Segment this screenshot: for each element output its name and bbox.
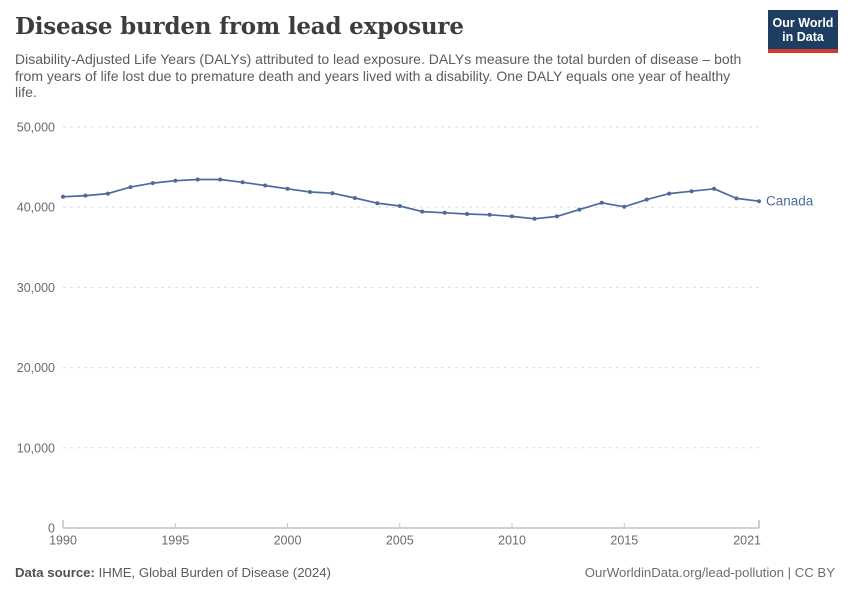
data-source-label: Data source: [15,565,95,580]
series-label-canada: Canada [766,194,814,209]
data-point [352,196,357,200]
chart-footer: Data source: IHME, Global Burden of Dise… [15,565,835,580]
chart-subtitle: Disability-Adjusted Life Years (DALYs) a… [15,51,742,101]
data-point [420,209,425,214]
data-point [667,191,672,196]
data-point [128,185,133,190]
page-title: Disease burden from lead exposure [15,13,464,40]
data-point [689,189,694,194]
data-point [330,191,335,196]
x-tick-label: 1995 [161,534,189,548]
y-tick-label: 30,000 [17,281,55,295]
owid-logo-line2: in Data [782,29,824,44]
x-tick-label: 2000 [274,534,302,548]
data-point [599,200,604,205]
data-point [510,214,514,219]
credit-link[interactable]: OurWorldinData.org/lead-pollution | CC B… [584,565,835,580]
data-point [397,204,402,208]
series-line-canada [62,178,760,220]
data-point [442,210,447,215]
data-point [622,204,627,209]
y-tick-label: 20,000 [17,361,55,375]
owid-logo-line1: Our World [772,15,834,30]
data-point [263,183,268,188]
data-point [150,181,155,186]
data-point [240,180,245,185]
data-point [285,186,290,191]
data-point [644,197,649,202]
y-tick-label: 50,000 [17,121,55,135]
y-tick-label: 0 [48,522,55,536]
data-point [577,207,582,212]
x-tick-label: 2021 [733,534,761,548]
data-point [105,191,110,196]
data-point [712,186,717,191]
y-tick-label: 40,000 [17,201,55,215]
data-point [375,201,380,206]
data-point [61,194,65,199]
owid-logo[interactable]: Our World in Data [768,10,838,53]
x-tick-label: 1990 [49,534,77,548]
data-point [554,214,559,219]
x-tick-label: 2010 [498,534,526,548]
data-point [487,212,492,217]
data-point [465,212,470,216]
data-point [83,193,88,198]
x-tick-label: 2005 [386,534,414,548]
data-point [308,190,312,194]
x-tick-label: 2015 [610,534,638,548]
data-point [173,178,178,183]
data-point [532,216,537,221]
data-point [195,177,200,182]
data-source: Data source: IHME, Global Burden of Dise… [15,565,331,580]
y-tick-label: 10,000 [17,441,55,455]
data-point [734,196,739,201]
data-point [757,199,761,204]
data-point [218,177,223,182]
data-source-text: IHME, Global Burden of Disease (2024) [98,565,331,580]
